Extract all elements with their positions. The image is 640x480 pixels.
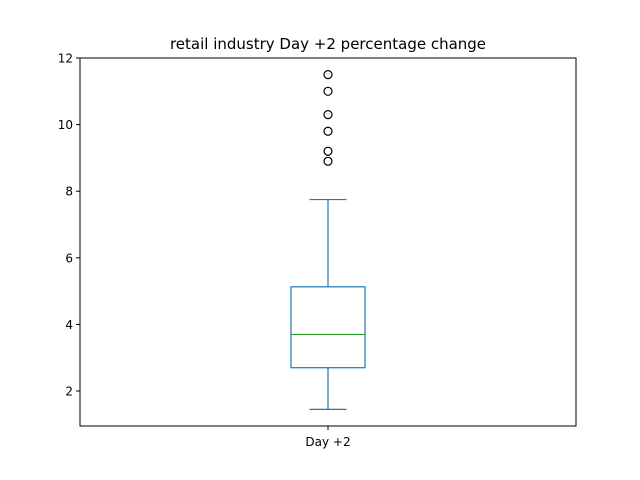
x-axis: Day +2 (305, 426, 351, 449)
outlier-point (323, 126, 333, 136)
chart-title: retail industry Day +2 percentage change (170, 35, 486, 53)
outlier-point (323, 156, 333, 166)
outlier-point (323, 110, 333, 120)
outlier-point (323, 70, 333, 80)
y-tick-label: 2 (65, 385, 73, 399)
y-tick-label: 8 (65, 185, 73, 199)
y-axis: 2 4 6 8 10 12 (58, 52, 80, 399)
outlier-point (323, 86, 333, 96)
plot-area (290, 70, 366, 410)
y-tick-label: 10 (58, 118, 73, 132)
y-tick-label: 4 (65, 318, 73, 332)
iqr-box (290, 286, 366, 369)
x-tick-label: Day +2 (305, 435, 350, 449)
y-tick-label: 6 (65, 251, 73, 265)
outlier-point (323, 146, 333, 156)
y-tick-label: 12 (58, 52, 73, 66)
